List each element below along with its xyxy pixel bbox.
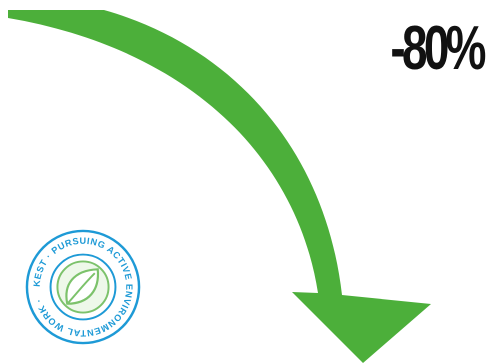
kest-badge-logo: KEST · PURSUING ACTIVE ENVIRONMENTAL WOR… (25, 229, 141, 345)
percent-reduction-label: -80% (390, 14, 487, 83)
leaf-icon (56, 260, 110, 314)
